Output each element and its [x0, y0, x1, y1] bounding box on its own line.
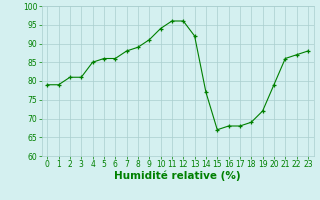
X-axis label: Humidité relative (%): Humidité relative (%)	[114, 171, 241, 181]
